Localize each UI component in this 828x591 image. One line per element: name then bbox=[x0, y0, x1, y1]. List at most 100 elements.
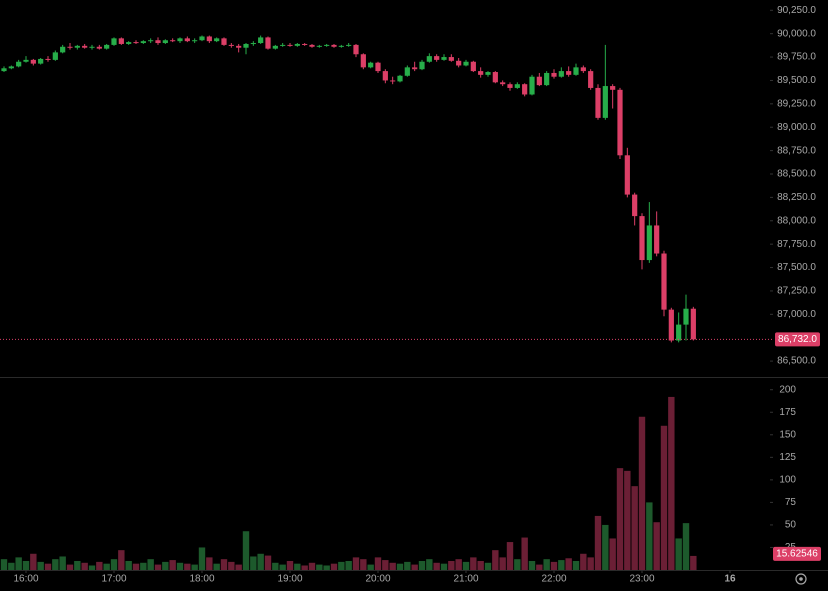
volume-bar bbox=[176, 562, 184, 570]
volume-bar bbox=[484, 562, 492, 570]
y-tick-label: 89,000.0 bbox=[777, 122, 816, 133]
candle-body bbox=[126, 42, 132, 44]
volume-bar bbox=[528, 560, 536, 570]
volume-bar bbox=[514, 559, 521, 570]
candle-body bbox=[206, 36, 212, 42]
volume-bar bbox=[624, 470, 631, 570]
candle-body bbox=[316, 45, 322, 47]
volume-bar bbox=[235, 564, 242, 570]
volume-bar bbox=[550, 561, 558, 570]
candle-body bbox=[360, 54, 366, 68]
volume-bar bbox=[66, 564, 74, 570]
volume-bar bbox=[103, 563, 110, 570]
candle-body bbox=[265, 37, 271, 49]
candle-body bbox=[595, 87, 601, 118]
volume-bar bbox=[8, 562, 15, 570]
candle-body bbox=[639, 216, 645, 261]
x-tick-label: 20:00 bbox=[365, 574, 390, 585]
volume-bar bbox=[433, 562, 440, 570]
volume-bar bbox=[162, 561, 169, 570]
candle-body bbox=[478, 71, 484, 75]
volume-bar bbox=[616, 468, 624, 570]
volume-bar bbox=[96, 561, 103, 570]
volume-bar bbox=[580, 553, 587, 570]
volume-bar bbox=[558, 560, 565, 570]
y-tick-label: 88,250.0 bbox=[777, 192, 816, 203]
volume-bar bbox=[418, 560, 426, 570]
volume-bar bbox=[81, 562, 88, 570]
volume-bar bbox=[15, 557, 22, 570]
volume-bar bbox=[330, 563, 338, 570]
volume-bar bbox=[631, 486, 638, 570]
volume-bar bbox=[455, 559, 462, 570]
candle-body bbox=[676, 324, 682, 341]
candle-body bbox=[221, 38, 227, 45]
x-tick-label: 18:00 bbox=[189, 574, 214, 585]
volume-bar bbox=[682, 523, 690, 570]
volume-bar bbox=[477, 560, 484, 570]
settings-icon[interactable] bbox=[795, 573, 807, 585]
y-tick-label: 89,250.0 bbox=[777, 98, 816, 109]
volume-bar bbox=[279, 564, 286, 570]
volume-bar bbox=[257, 553, 264, 570]
candle-body bbox=[654, 225, 660, 254]
candle-body bbox=[96, 46, 102, 49]
volume-bar bbox=[536, 564, 543, 570]
volume-bar bbox=[125, 560, 132, 570]
candle-body bbox=[338, 45, 344, 47]
volume-bar bbox=[440, 563, 448, 570]
volume-bar bbox=[59, 556, 66, 570]
candle-body bbox=[419, 61, 425, 70]
candle-body bbox=[155, 40, 161, 44]
last-volume-label: 15.62546 bbox=[776, 549, 818, 560]
y-tick-label: 90,000.0 bbox=[777, 28, 816, 39]
candle-body bbox=[89, 46, 95, 48]
settings-dot bbox=[799, 577, 803, 581]
candle-body bbox=[250, 43, 256, 45]
volume-bar bbox=[286, 560, 294, 570]
candle-body bbox=[514, 84, 520, 88]
candle-body bbox=[1, 68, 7, 72]
candle-body bbox=[52, 52, 58, 60]
candle-body bbox=[558, 71, 564, 77]
candle-body bbox=[8, 66, 14, 69]
volume-bar bbox=[638, 416, 646, 570]
volume-bar bbox=[242, 531, 250, 570]
volume-bar bbox=[396, 563, 404, 570]
volume-bar bbox=[169, 560, 176, 570]
volume-bar bbox=[88, 565, 96, 570]
candle-body bbox=[624, 155, 630, 195]
volume-bar bbox=[404, 561, 411, 570]
candle-body bbox=[668, 309, 674, 341]
candle-body bbox=[610, 86, 616, 90]
candle-body bbox=[683, 308, 689, 325]
candle-body bbox=[522, 84, 528, 95]
candle-body bbox=[690, 308, 696, 340]
candle-body bbox=[324, 44, 330, 46]
volume-bar bbox=[52, 559, 59, 570]
y2-tick-label: 150 bbox=[779, 429, 796, 440]
volume-bar bbox=[462, 561, 470, 570]
candle-body bbox=[177, 38, 183, 42]
candle-body bbox=[302, 43, 308, 45]
volume-bar bbox=[360, 559, 367, 570]
volume-bar bbox=[382, 560, 389, 570]
candle-body bbox=[74, 45, 80, 48]
candle-body bbox=[434, 56, 440, 60]
candle-body bbox=[551, 72, 557, 77]
candle-body bbox=[661, 253, 667, 310]
candle-body bbox=[368, 62, 374, 68]
y-tick-label: 86,500.0 bbox=[777, 356, 816, 367]
candle-body bbox=[390, 80, 396, 82]
volume-bar bbox=[660, 425, 668, 570]
candle-body bbox=[536, 76, 542, 86]
volume-bar bbox=[668, 396, 675, 570]
volume-bar bbox=[37, 561, 44, 570]
volume-bar bbox=[338, 561, 345, 570]
candle-body bbox=[500, 82, 506, 85]
volume-bar bbox=[30, 553, 37, 570]
x-tick-label: 19:00 bbox=[277, 574, 302, 585]
y2-tick-label: 75 bbox=[785, 497, 797, 508]
volume-bar bbox=[198, 547, 206, 570]
volume-bar bbox=[587, 557, 594, 570]
